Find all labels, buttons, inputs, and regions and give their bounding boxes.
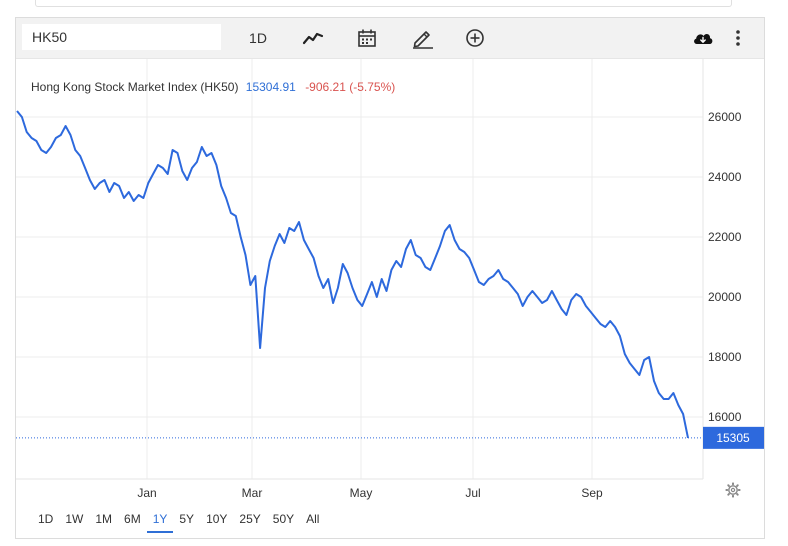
x-tick-label: May: [350, 486, 373, 500]
current-price: 15304.91: [246, 80, 296, 94]
y-tick-label: 18000: [708, 350, 742, 364]
calendar-button[interactable]: [354, 26, 380, 50]
draw-button[interactable]: [409, 26, 437, 50]
symbol-input[interactable]: [22, 24, 221, 50]
chart-svg: 16000 18000 20000 22000 24000 26000 Jan Mar May J…: [16, 59, 764, 500]
more-vert-icon: [736, 30, 740, 46]
chart-type-button[interactable]: [300, 26, 326, 50]
range-1m[interactable]: 1M: [95, 512, 113, 526]
price-series-line: [16, 110, 689, 439]
y-tick-label: 20000: [708, 290, 742, 304]
chart-toolbar: 1D: [16, 18, 764, 59]
series-layer: [16, 110, 689, 439]
range-1w[interactable]: 1W: [65, 512, 84, 526]
price-change: -906.21 (-5.75%): [305, 80, 395, 94]
chart-widget: 1D: [15, 17, 765, 539]
add-indicator-button[interactable]: [462, 26, 488, 50]
more-options-button[interactable]: [728, 26, 748, 50]
cloud-download-icon: [694, 34, 713, 44]
y-tick-label: 16000: [708, 410, 742, 424]
last-price-tag: [703, 426, 764, 449]
y-tick-label: 24000: [708, 170, 742, 184]
y-tick-label: 26000: [708, 110, 742, 124]
interval-label: 1D: [249, 30, 267, 46]
last-price-tag-layer: 15305: [16, 426, 764, 449]
grid-layer: [16, 59, 704, 480]
pencil-icon: [413, 31, 433, 49]
top-edge-strip: [35, 0, 732, 7]
range-1y[interactable]: 1Y: [146, 511, 174, 535]
y-tick-label: 22000: [708, 230, 742, 244]
settings-gear-icon[interactable]: [725, 482, 741, 498]
chart-header: Hong Kong Stock Market Index (HK50) 1530…: [31, 80, 395, 94]
range-1d[interactable]: 1D: [38, 512, 54, 526]
x-tick-label: Jul: [465, 486, 480, 500]
line-chart-icon: [302, 32, 324, 45]
range-50y[interactable]: 50Y: [272, 512, 295, 526]
x-tick-label: Mar: [242, 486, 263, 500]
interval-button[interactable]: 1D: [242, 26, 274, 50]
x-tick-label: Sep: [581, 486, 603, 500]
chart-area[interactable]: 16000 18000 20000 22000 24000 26000 Jan Mar May J…: [16, 59, 764, 538]
range-all[interactable]: All: [306, 512, 320, 526]
index-name: Hong Kong Stock Market Index (HK50): [31, 80, 238, 94]
plus-circle-icon: [466, 29, 484, 47]
download-button[interactable]: [690, 26, 716, 50]
x-tick-label: Jan: [137, 486, 156, 500]
range-25y[interactable]: 25Y: [239, 512, 261, 526]
last-price-label: 15305: [716, 431, 750, 445]
range-10y[interactable]: 10Y: [206, 512, 228, 526]
range-6m[interactable]: 6M: [124, 512, 141, 526]
axis-layer: 16000 18000 20000 22000 24000 26000 Jan Mar May J…: [137, 110, 741, 500]
range-5y[interactable]: 5Y: [179, 512, 195, 526]
calendar-icon: [358, 29, 376, 47]
range-selector: 1D 1W 1M 6M 1Y 5Y 10Y 25Y 50Y All: [32, 511, 325, 535]
